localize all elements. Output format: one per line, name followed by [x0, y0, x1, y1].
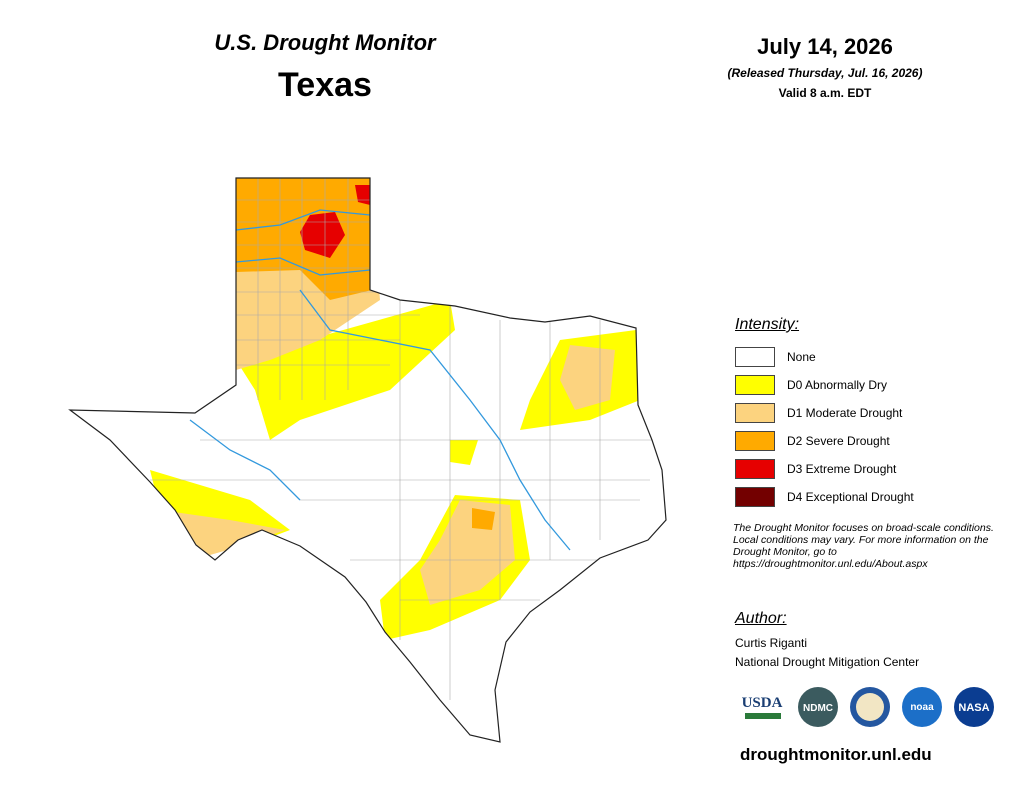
- d3-area: [300, 212, 345, 258]
- legend-item: D2 Severe Drought: [735, 427, 914, 455]
- author-name: Curtis Riganti: [735, 636, 808, 650]
- released: (Released Thursday, Jul. 16, 2026): [727, 66, 923, 80]
- legend: None D0 Abnormally Dry D1 Moderate Drought…: [735, 343, 914, 511]
- date: July 14, 2026: [757, 34, 893, 59]
- logo-usda: USDA: [742, 695, 783, 711]
- note: The Drought Monitor focuses on broad-sca…: [733, 522, 994, 570]
- legend-swatch: [735, 403, 775, 423]
- rivers: [189, 209, 571, 551]
- logo-nasa-circle: [954, 687, 994, 727]
- legend-item: D4 Exceptional Drought: [735, 483, 914, 511]
- legend-item: D3 Extreme Drought: [735, 455, 914, 483]
- d2-area: [472, 508, 495, 530]
- legend-swatch: [735, 431, 775, 451]
- legend-label: None: [787, 350, 816, 364]
- legend-swatch: [735, 347, 775, 367]
- legend-label: D2 Severe Drought: [787, 434, 890, 448]
- author-title: Author:: [735, 610, 787, 627]
- legend-item: D1 Moderate Drought: [735, 399, 914, 427]
- legend-title: Intensity:: [735, 316, 800, 333]
- logo-noaa: noaa: [910, 702, 934, 713]
- footer-url: droughtmonitor.unl.edu: [740, 745, 932, 764]
- logo-ndmc-circle: [798, 687, 838, 727]
- author-org: National Drought Mitigation Center: [735, 655, 920, 669]
- logos: USDA NDMC noaa NASA: [742, 687, 994, 727]
- logo-doc-inner: [856, 693, 884, 721]
- legend-label: D4 Exceptional Drought: [787, 490, 914, 504]
- legend-label: D1 Moderate Drought: [787, 406, 903, 420]
- state-title: Texas: [278, 66, 372, 104]
- d0-area: [450, 440, 478, 465]
- legend-item: None: [735, 343, 914, 371]
- logo-usda-bar: [745, 713, 781, 719]
- county-lines: [150, 178, 660, 700]
- legend-swatch: [735, 487, 775, 507]
- legend-label: D0 Abnormally Dry: [787, 378, 888, 392]
- map: [69, 177, 667, 743]
- title: U.S. Drought Monitor: [214, 30, 436, 55]
- legend-swatch: [735, 459, 775, 479]
- logo-noaa-circle: [902, 687, 942, 727]
- d1-area: [560, 345, 615, 410]
- legend-label: D3 Extreme Drought: [787, 462, 897, 476]
- logo-ndmc: NDMC: [803, 703, 833, 714]
- logo-nasa: NASA: [958, 702, 989, 714]
- legend-swatch: [735, 375, 775, 395]
- valid: Valid 8 a.m. EDT: [778, 86, 872, 100]
- legend-item: D0 Abnormally Dry: [735, 371, 914, 399]
